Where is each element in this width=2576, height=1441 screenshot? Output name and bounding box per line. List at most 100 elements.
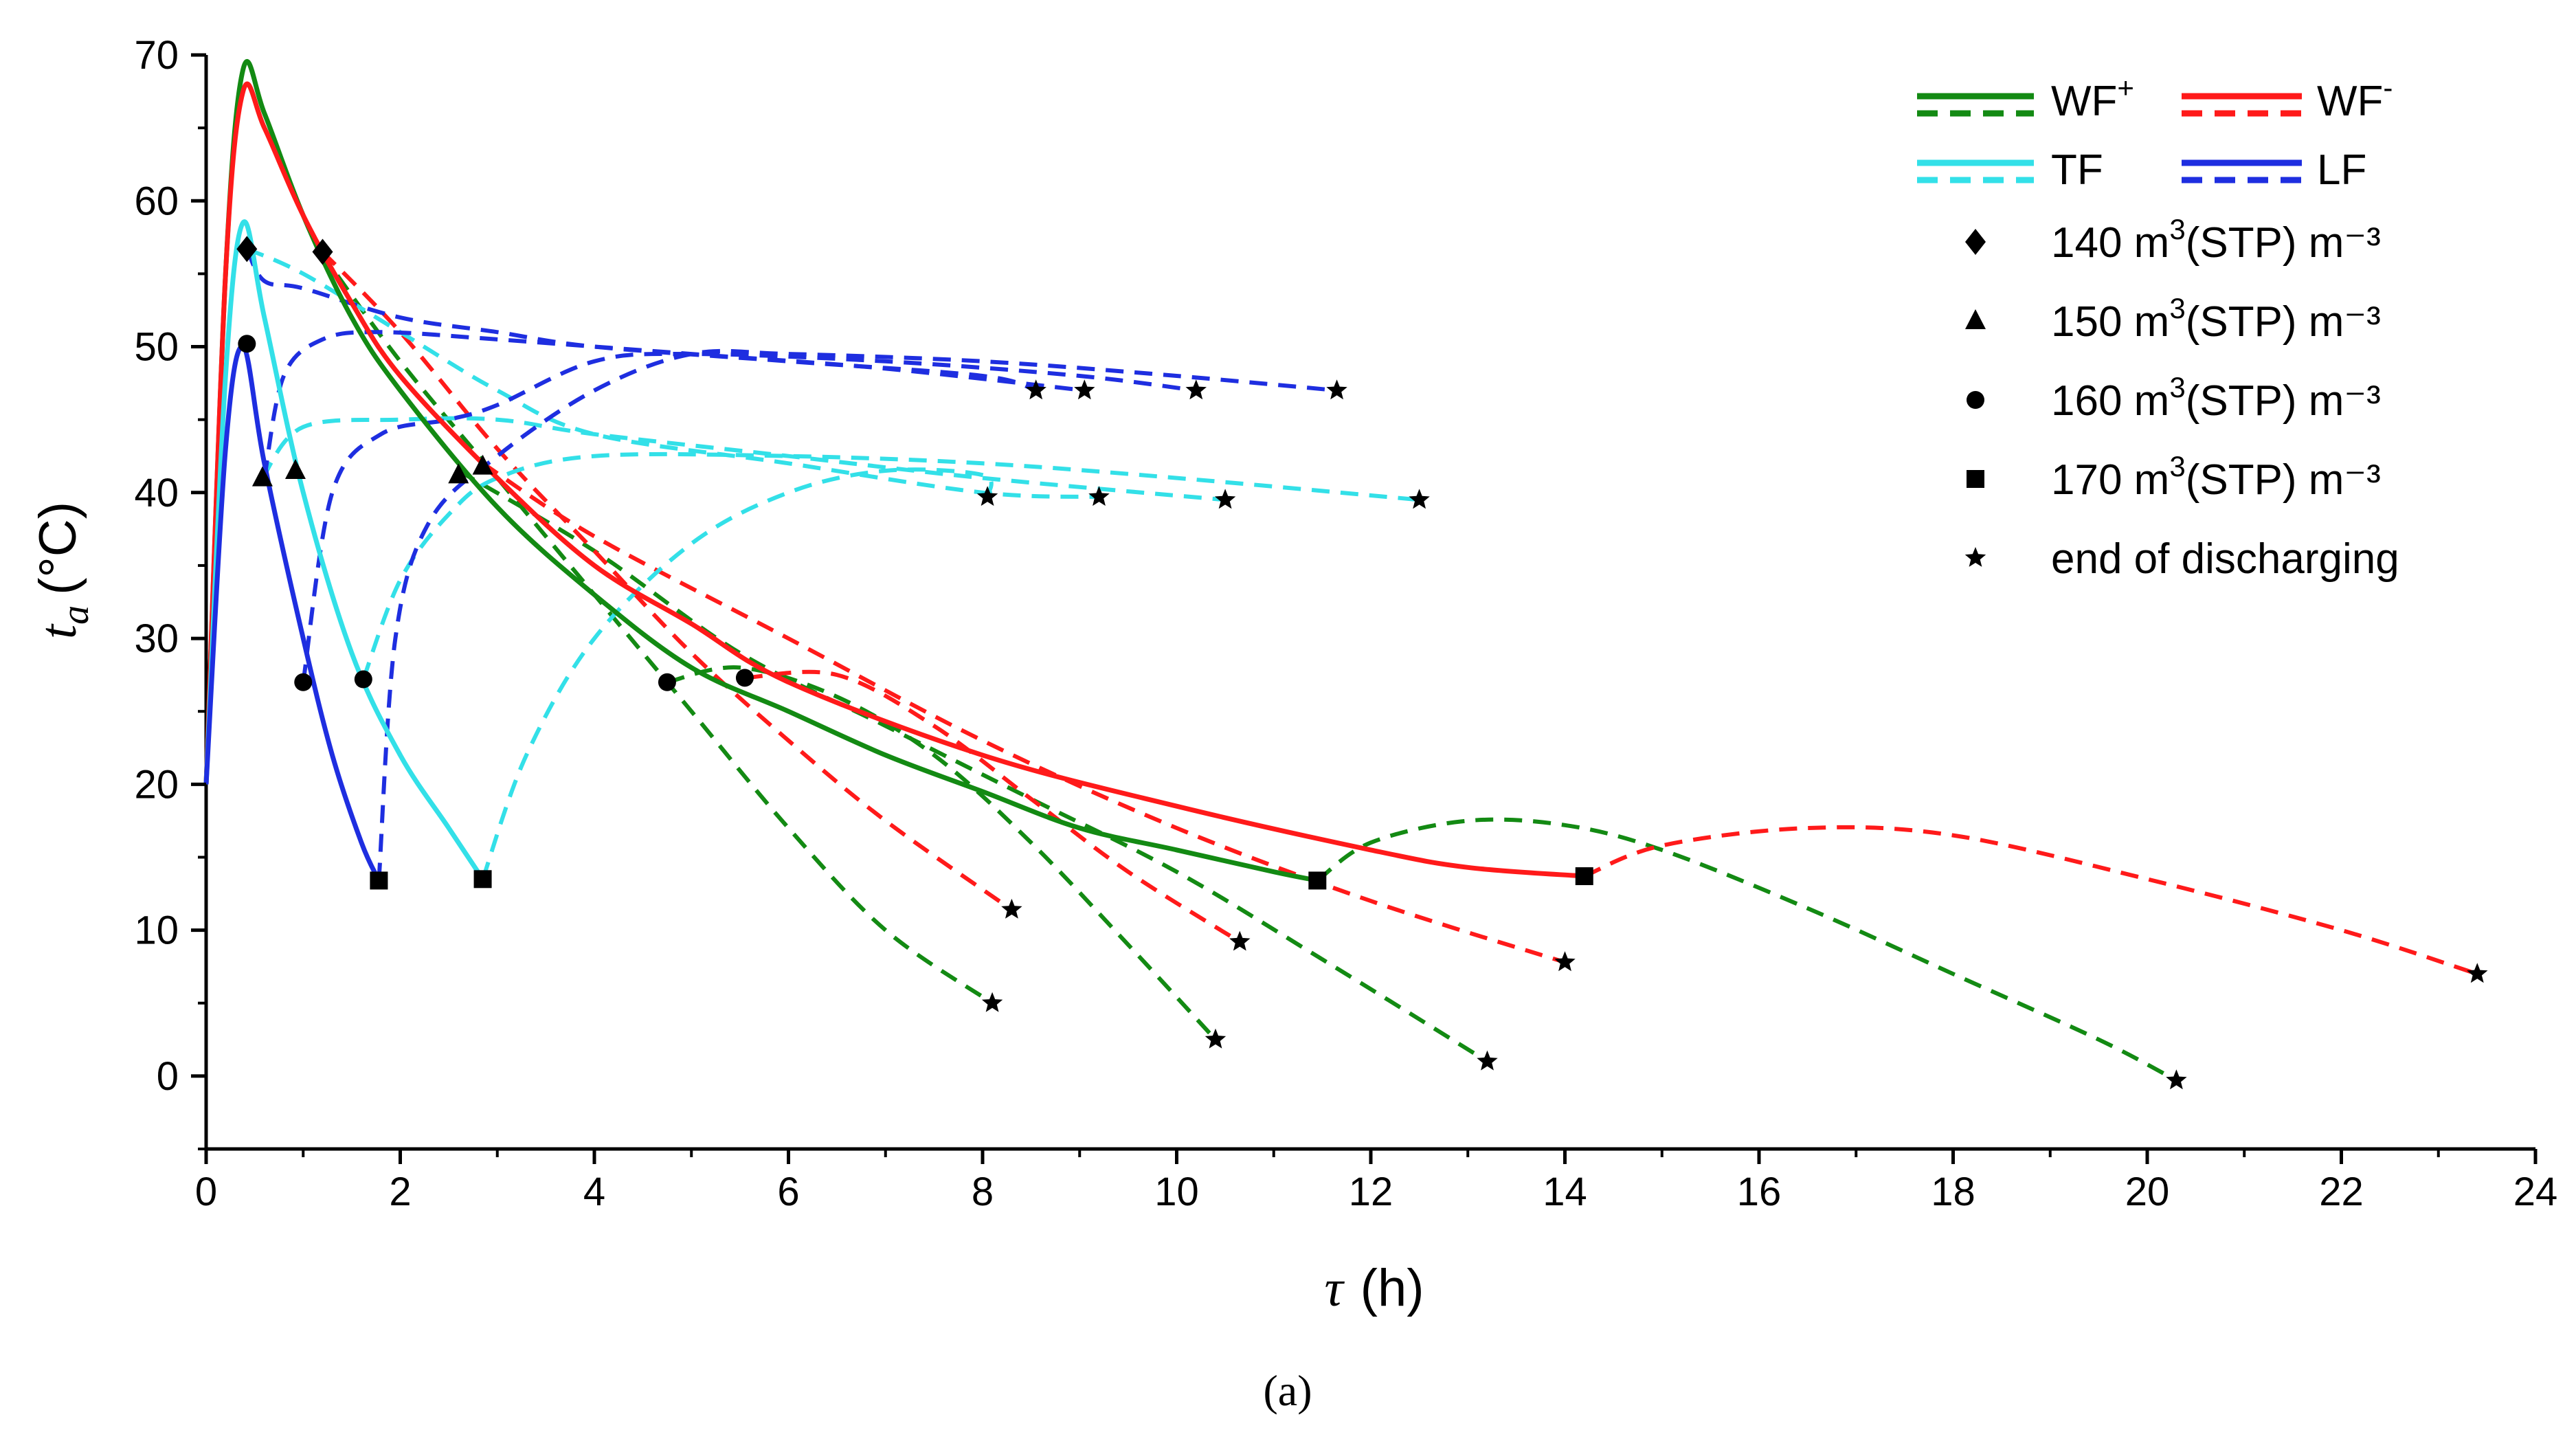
series-tf-160 bbox=[361, 451, 1420, 680]
marker-circle bbox=[354, 670, 372, 689]
y-tick-label: 30 bbox=[134, 616, 179, 661]
marker-circle bbox=[658, 673, 676, 691]
marker-star bbox=[1409, 489, 1430, 509]
legend-circle-text: 160 m bbox=[2051, 377, 2169, 425]
marker-circle bbox=[735, 669, 754, 687]
series-lf-150 bbox=[262, 330, 1085, 479]
marker-square bbox=[1575, 867, 1593, 886]
legend-triangle-sup: 3 bbox=[2169, 292, 2185, 324]
legend-label-triangle: 150 m3(STP) m⁻³ bbox=[2051, 292, 2381, 346]
x-tick-label: 22 bbox=[2319, 1170, 2364, 1214]
x-axis-unit: (h) bbox=[1360, 1259, 1424, 1317]
marker-star bbox=[2467, 963, 2488, 983]
series-wf-charging bbox=[203, 59, 1318, 883]
legend-entry-wf-minus: WF- bbox=[2182, 71, 2393, 125]
legend-entry-wf-plus: WF+ bbox=[1917, 71, 2134, 125]
series-tf-150 bbox=[260, 416, 1226, 502]
marker-triangle bbox=[251, 466, 273, 487]
y-axis-subscript: a bbox=[54, 605, 97, 625]
legend-square-text: 170 m bbox=[2051, 456, 2169, 504]
legend-wf-plus-text: WF bbox=[2051, 78, 2117, 125]
marker-star bbox=[1088, 486, 1110, 506]
series-wf-160 bbox=[667, 665, 1218, 1041]
legend-label-wf-minus: WF- bbox=[2317, 71, 2393, 125]
marker-star bbox=[1025, 379, 1046, 400]
y-axis-symbol: t bbox=[30, 623, 87, 639]
marker-diamond bbox=[236, 236, 258, 262]
marker-circle bbox=[238, 335, 256, 353]
marker-star bbox=[1229, 930, 1251, 951]
y-tick-label: 10 bbox=[134, 908, 179, 953]
legend-entry-tf: TF bbox=[1917, 146, 2103, 194]
x-tick-label: 2 bbox=[389, 1170, 411, 1214]
legend-diamond-sup: 3 bbox=[2169, 213, 2185, 245]
legend-wf-minus-sup: - bbox=[2383, 71, 2393, 104]
marker-star bbox=[1214, 489, 1236, 509]
series-wf-170 bbox=[1316, 817, 2177, 1082]
legend-label-tf: TF bbox=[2051, 146, 2103, 194]
marker-star bbox=[2166, 1069, 2187, 1090]
legend-label-diamond: 140 m3(STP) m⁻³ bbox=[2051, 213, 2381, 267]
series-wf-140 bbox=[321, 250, 1013, 912]
legend-circle-unit: (STP) m⁻³ bbox=[2186, 377, 2381, 425]
marker-triangle bbox=[472, 454, 493, 475]
series-tf-charging bbox=[203, 219, 485, 881]
figure-caption: (a) bbox=[1263, 1366, 1312, 1415]
legend-label-star: end of discharging bbox=[2051, 535, 2399, 583]
data-markers bbox=[236, 236, 2488, 1090]
legend-triangle-unit: (STP) m⁻³ bbox=[2186, 298, 2381, 346]
series-wf-150 bbox=[457, 469, 1489, 1064]
marker-star bbox=[1001, 898, 1022, 919]
y-tick-label: 0 bbox=[157, 1054, 179, 1099]
legend-square-sup: 3 bbox=[2169, 450, 2185, 482]
marker-triangle bbox=[284, 458, 306, 479]
x-tick-label: 10 bbox=[1154, 1170, 1199, 1214]
marker-square bbox=[473, 870, 492, 889]
y-tick-label: 60 bbox=[134, 179, 179, 223]
x-tick-label: 24 bbox=[2513, 1170, 2558, 1214]
marker-square bbox=[1308, 871, 1327, 890]
y-tick-label: 70 bbox=[134, 33, 179, 78]
y-tick-label: 20 bbox=[134, 762, 179, 807]
legend-square-unit: (STP) m⁻³ bbox=[2186, 456, 2381, 504]
legend-diamond-unit: (STP) m⁻³ bbox=[2186, 219, 2381, 267]
y-tick-label: 40 bbox=[134, 471, 179, 515]
series-wf-160 bbox=[744, 669, 1241, 944]
x-tick-label: 16 bbox=[1737, 1170, 1782, 1214]
series-wf-140 bbox=[319, 250, 994, 1005]
y-tick-label: 50 bbox=[134, 325, 179, 370]
marker-star bbox=[1554, 951, 1576, 972]
x-axis-symbol: τ bbox=[1324, 1260, 1345, 1317]
x-tick-label: 20 bbox=[2125, 1170, 2170, 1214]
legend-entry-lf: LF bbox=[2182, 146, 2366, 194]
marker-triangle bbox=[448, 463, 469, 484]
marker-circle bbox=[294, 673, 313, 691]
x-tick-label: 12 bbox=[1349, 1170, 1393, 1214]
series-lf-140 bbox=[245, 247, 1037, 393]
x-tick-label: 4 bbox=[583, 1170, 605, 1214]
x-tick-label: 6 bbox=[777, 1170, 799, 1214]
marker-star bbox=[1326, 379, 1347, 400]
legend-circle-sup: 3 bbox=[2169, 371, 2185, 403]
marker-star bbox=[976, 486, 998, 506]
legend-triangle-text: 150 m bbox=[2051, 298, 2169, 346]
marker-star bbox=[1205, 1028, 1227, 1049]
series-wf-170 bbox=[1583, 825, 2478, 976]
legend-label-wf-plus: WF+ bbox=[2051, 71, 2134, 125]
series-lf-170 bbox=[377, 348, 1337, 881]
legend-wf-minus-text: WF bbox=[2317, 78, 2383, 125]
x-axis-label: τ (h) bbox=[1324, 1259, 1424, 1317]
legend-square-icon bbox=[1967, 470, 1984, 488]
marker-star bbox=[1074, 379, 1095, 400]
series-wf-charging bbox=[203, 81, 1585, 879]
y-axis-unit: (°C) bbox=[29, 502, 87, 595]
series-lf-160 bbox=[301, 352, 1197, 683]
series-tf-170 bbox=[480, 467, 994, 880]
x-tick-label: 8 bbox=[972, 1170, 994, 1214]
marker-star bbox=[981, 992, 1003, 1012]
legend-diamond-text: 140 m bbox=[2051, 219, 2169, 267]
marker-star bbox=[1185, 379, 1207, 400]
marker-diamond bbox=[312, 238, 333, 265]
